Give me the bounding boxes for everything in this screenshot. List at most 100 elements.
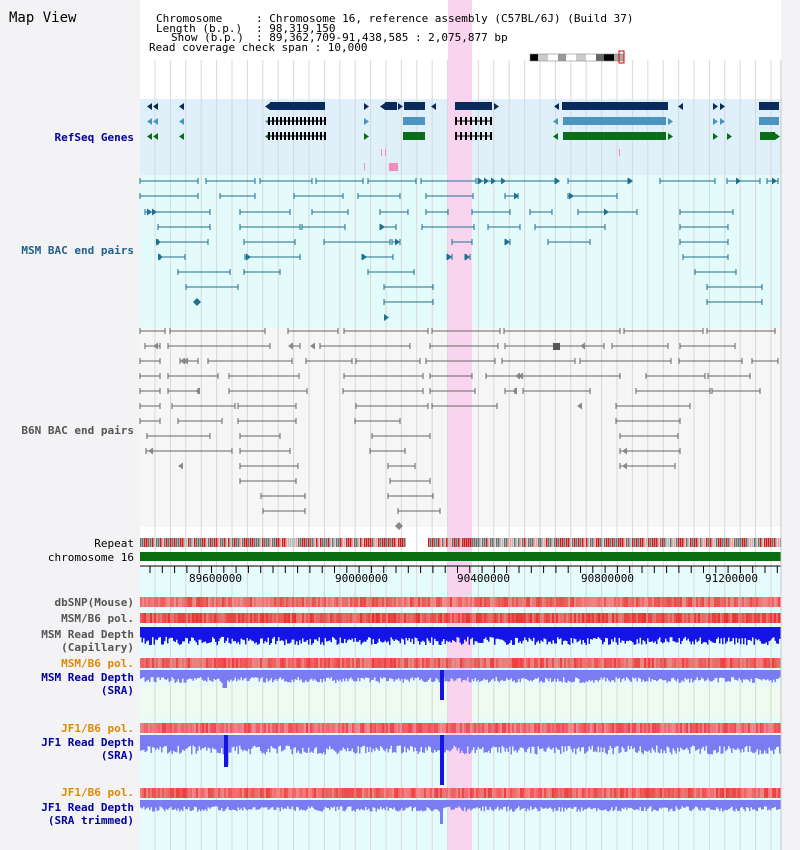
track-label-msm-depth-capillary-sub: (Capillary) — [61, 641, 134, 654]
track-label-msm-depth-sra[interactable]: MSM Read Depth — [41, 671, 134, 684]
jf1-trimmed-depth-bar — [197, 800, 199, 812]
jf1-b6-pol-cell — [572, 723, 574, 733]
msm-b6-pol-2-cell — [742, 658, 744, 668]
jf1-b6-pol-cell — [258, 723, 260, 733]
jf1-trimmed-depth-bar — [305, 800, 307, 811]
msm-b6-pol-cell — [610, 613, 612, 623]
repeat-mark — [430, 538, 432, 547]
track-label-msm-bac[interactable]: MSM BAC end pairs — [21, 244, 134, 257]
msm-b6-pol-cell — [454, 613, 456, 623]
track-label-dbsnp[interactable]: dbSNP(Mouse) — [54, 596, 134, 609]
gene-block — [562, 102, 668, 110]
msm-b6-pol-cell — [244, 613, 246, 623]
track-label-msm-depth-capillary[interactable]: MSM Read Depth — [41, 628, 134, 641]
jf1-sra-depth-bar — [657, 735, 659, 753]
dbsnp-cell — [368, 597, 370, 607]
dbsnp-cell — [392, 597, 394, 607]
msm-sra-depth-bar — [426, 670, 428, 682]
jf1-b6-pol-2-cell — [532, 788, 534, 798]
msm-bac-arrow — [491, 177, 496, 185]
msm-capillary-depth-bar — [474, 627, 476, 642]
jf1-trimmed-depth-bar — [191, 800, 193, 811]
msm-sra-depth-bar — [392, 670, 394, 680]
msm-b6-pol-cell — [230, 613, 232, 623]
jf1-sra-depth-bar — [426, 735, 428, 751]
jf1-b6-pol-2-cell — [158, 788, 160, 798]
dbsnp-cell — [266, 597, 268, 607]
msm-capillary-depth-bar — [186, 627, 188, 639]
dbsnp-cell — [748, 597, 750, 607]
dbsnp-cell — [288, 597, 290, 607]
dbsnp-cell — [560, 597, 562, 607]
msm-sra-depth-bar — [429, 670, 431, 678]
msm-sra-depth-bar — [462, 670, 464, 680]
msm-capillary-depth-bar — [456, 627, 458, 638]
repeat-mark — [544, 538, 546, 547]
msm-b6-pol-cell — [456, 613, 458, 623]
jf1-trimmed-depth-bar — [534, 800, 536, 808]
jf1-b6-pol-2-cell — [378, 788, 380, 798]
jf1-trimmed-depth-bar — [570, 800, 572, 809]
jf1-b6-pol-cell — [678, 723, 680, 733]
jf1-trimmed-depth-bar — [533, 800, 535, 809]
track-label-jf1-b6-pol-2[interactable]: JF1/B6 pol. — [61, 786, 134, 799]
msm-b6-pol-2-cell — [634, 658, 636, 668]
msm-b6-pol-2-cell — [520, 658, 522, 668]
dbsnp-cell — [418, 597, 420, 607]
jf1-b6-pol-2-cell — [302, 788, 304, 798]
msm-sra-depth-bar — [521, 670, 523, 679]
jf1-b6-pol-2-cell — [754, 788, 756, 798]
msm-b6-pol-cell — [350, 613, 352, 623]
jf1-sra-depth-bar — [770, 735, 772, 751]
jf1-trimmed-depth-bar — [425, 800, 427, 811]
track-label-jf1-depth-trimmed[interactable]: JF1 Read Depth — [41, 801, 134, 814]
msm-capillary-depth-bar — [431, 627, 433, 638]
track-label-repeat[interactable]: Repeat — [94, 537, 134, 550]
msm-capillary-depth-bar — [375, 627, 377, 644]
jf1-trimmed-depth-bar — [725, 800, 727, 810]
jf1-trimmed-depth-bar — [636, 800, 638, 810]
track-label-msm-b6-pol-2[interactable]: MSM/B6 pol. — [61, 657, 134, 670]
msm-sra-depth-bar — [704, 670, 706, 682]
msm-b6-pol-2-cell — [708, 658, 710, 668]
msm-b6-pol-2-cell — [704, 658, 706, 668]
msm-capillary-depth-bar — [521, 627, 523, 644]
jf1-b6-pol-2-cell — [424, 788, 426, 798]
dbsnp-cell — [476, 597, 478, 607]
b6n-bac-arrow — [148, 447, 153, 455]
track-label-chromosome[interactable]: chromosome 16 — [47, 551, 134, 564]
msm-b6-pol-2-cell — [716, 658, 718, 668]
jf1-sra-depth-bar — [263, 735, 265, 753]
jf1-b6-pol-2-cell — [168, 788, 170, 798]
dbsnp-cell — [158, 597, 160, 607]
track-label-jf1-b6-pol[interactable]: JF1/B6 pol. — [61, 722, 134, 735]
track-label-refseq[interactable]: RefSeq Genes — [54, 131, 134, 144]
repeat-mark — [366, 538, 368, 547]
jf1-sra-depth-bar — [585, 735, 587, 753]
repeat-mark — [776, 538, 778, 547]
msm-b6-pol-cell — [460, 613, 462, 623]
msm-b6-pol-2-cell — [694, 658, 696, 668]
track-label-jf1-depth-sra[interactable]: JF1 Read Depth — [41, 736, 134, 749]
repeat-mark — [508, 538, 510, 547]
jf1-b6-pol-2-cell — [366, 788, 368, 798]
jf1-trimmed-depth-bar — [692, 800, 694, 810]
msm-b6-pol-2-cell — [572, 658, 574, 668]
msm-b6-pol-2-cell — [626, 658, 628, 668]
msm-sra-depth-bar — [600, 670, 602, 678]
msm-b6-pol-2-cell — [198, 658, 200, 668]
msm-b6-pol-cell — [584, 613, 586, 623]
msm-sra-depth-bar — [396, 670, 398, 680]
dbsnp-cell — [732, 597, 734, 607]
msm-sra-depth-bar — [450, 670, 452, 679]
msm-sra-depth-bar — [518, 670, 520, 679]
msm-sra-depth-bar — [758, 670, 760, 679]
jf1-trimmed-depth-bar — [572, 800, 574, 809]
jf1-sra-depth-bar — [182, 735, 184, 750]
track-label-b6n-bac[interactable]: B6N BAC end pairs — [21, 424, 134, 437]
msm-sra-depth-bar — [480, 670, 482, 681]
msm-capillary-depth-bar — [728, 627, 730, 638]
msm-sra-depth-bar — [245, 670, 247, 678]
track-label-msm-b6-pol[interactable]: MSM/B6 pol. — [61, 612, 134, 625]
